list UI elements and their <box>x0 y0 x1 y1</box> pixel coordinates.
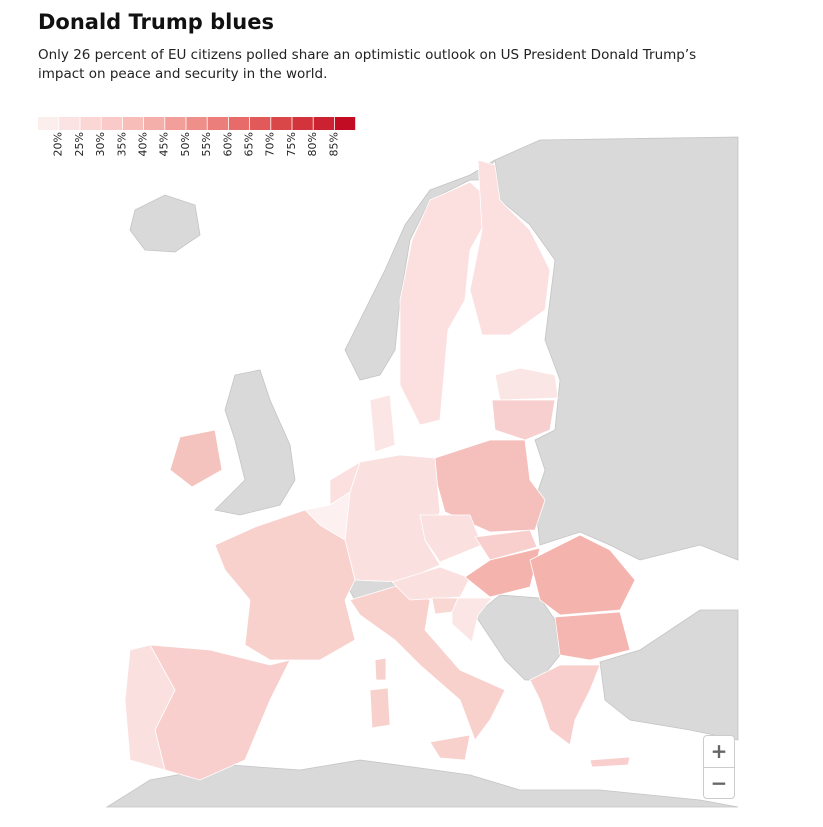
legend-swatch <box>186 117 207 130</box>
legend-swatch <box>122 117 144 130</box>
legend-swatch <box>165 117 186 130</box>
legend-swatch <box>313 117 334 130</box>
legend-label: 70% <box>264 132 277 156</box>
zoom-in-button[interactable]: + <box>710 739 728 763</box>
legend-swatch <box>228 117 250 130</box>
legend-label: 55% <box>200 132 213 156</box>
legend-label: 60% <box>221 132 234 156</box>
zoom-control: + − <box>703 735 735 799</box>
legend-label: 30% <box>94 132 107 156</box>
legend-label: 40% <box>137 132 150 156</box>
legend-swatch <box>271 117 292 130</box>
legend: 20% 25% 30% 35% 40% 45% 50% 55% 60% 65% 70% 75% 80% 8… <box>38 117 356 156</box>
title: Donald Trump blues <box>38 10 274 34</box>
legend-swatch <box>59 117 80 130</box>
legend-swatch <box>38 117 59 130</box>
legend-swatch <box>207 117 228 130</box>
legend-label: 80% <box>306 132 319 156</box>
legend-swatch <box>334 117 356 130</box>
eu-countries <box>124 159 636 781</box>
legend-swatch <box>101 117 122 130</box>
legend-swatch <box>292 117 313 130</box>
legend-label: 75% <box>285 132 298 156</box>
legend-swatch <box>80 117 101 130</box>
subtitle: Only 26 percent of EU citizens polled sh… <box>38 47 697 82</box>
legend-label: 20% <box>52 132 65 156</box>
zoom-out-button[interactable]: − <box>704 767 734 799</box>
legend-label: 35% <box>115 132 128 156</box>
legend-label: 25% <box>73 132 86 156</box>
legend-swatch <box>250 117 271 130</box>
legend-label: 65% <box>243 132 256 156</box>
legend-swatch <box>144 117 165 130</box>
legend-label: 45% <box>158 132 171 156</box>
non-eu-land <box>105 136 739 808</box>
legend-label: 85% <box>327 132 340 156</box>
legend-label: 50% <box>179 132 192 156</box>
